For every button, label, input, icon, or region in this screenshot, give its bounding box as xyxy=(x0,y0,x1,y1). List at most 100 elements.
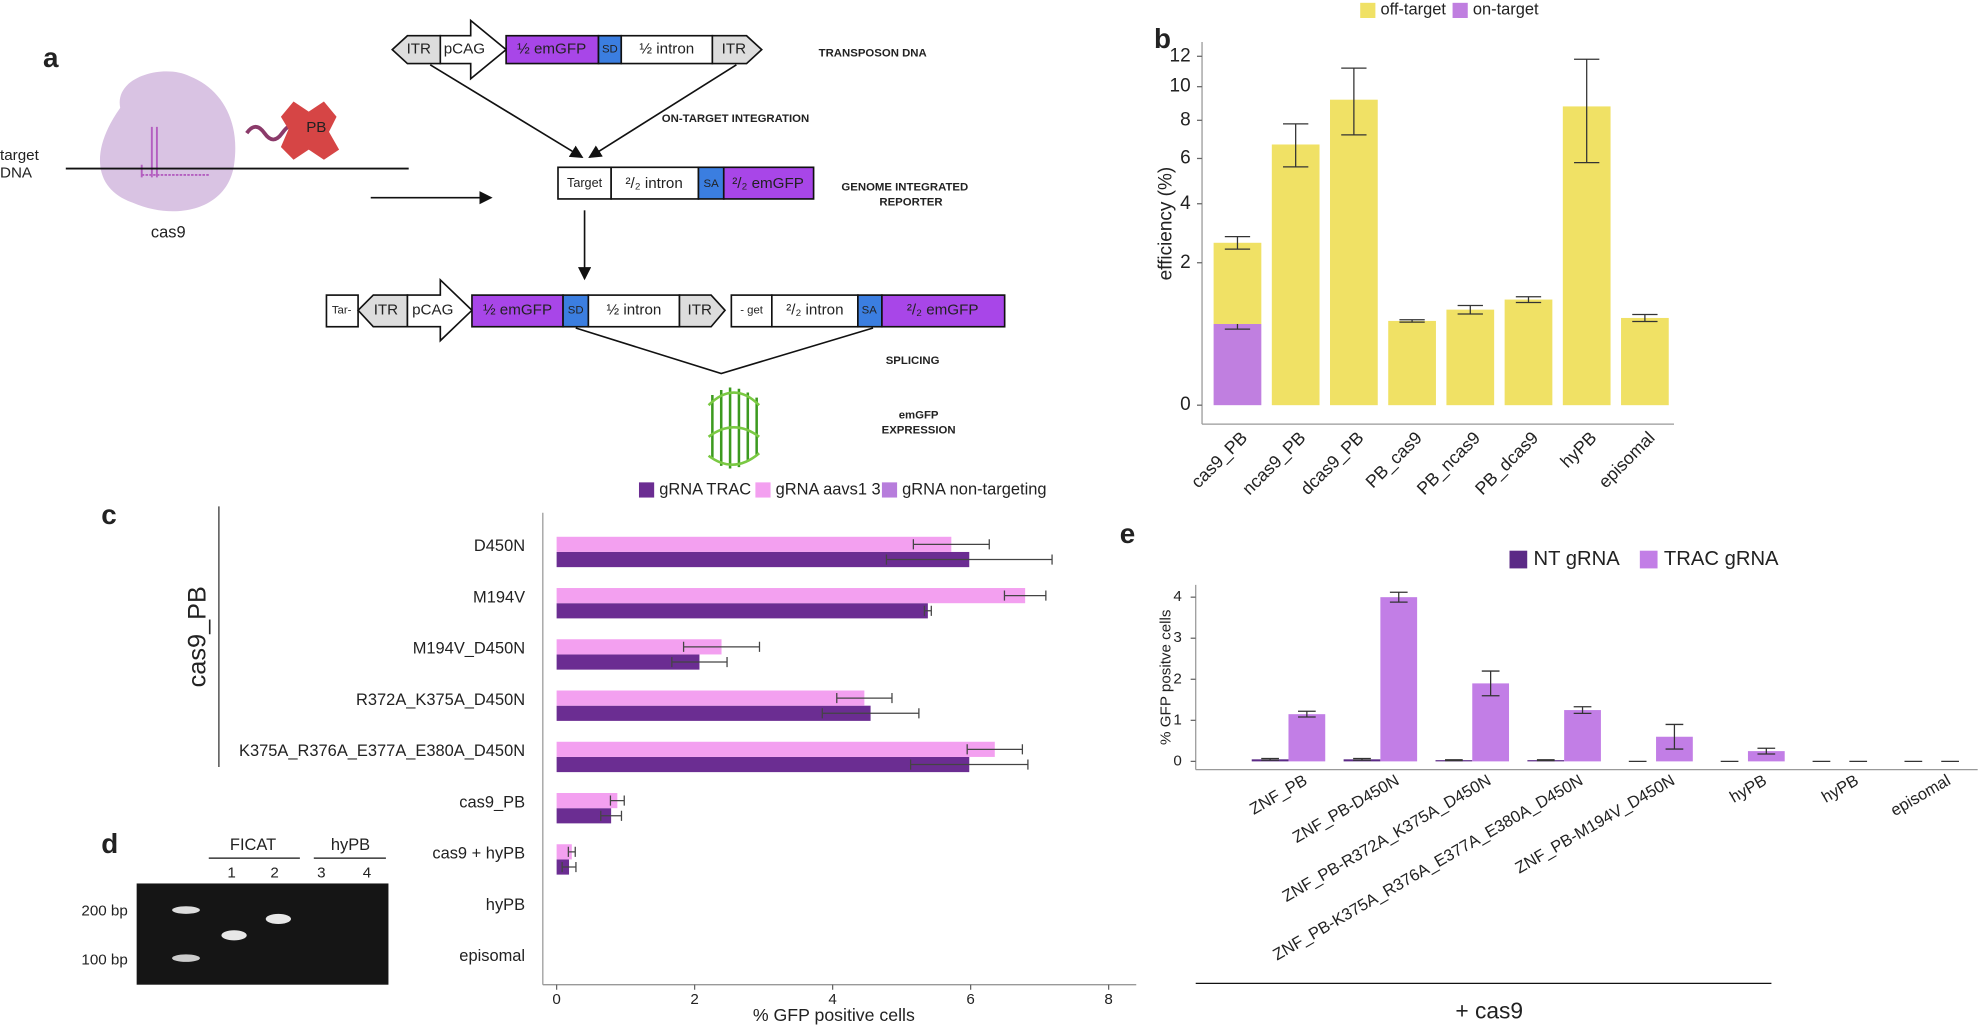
error-bar xyxy=(923,605,932,616)
x-label-group: dcas9_PB xyxy=(1296,428,1368,500)
error-bar xyxy=(682,641,761,652)
y-tick-label: 2 xyxy=(1180,252,1191,273)
legend-label: gRNA aavs1 3 xyxy=(776,480,881,498)
error-bar xyxy=(1457,304,1483,315)
bar xyxy=(1271,144,1320,406)
arrow xyxy=(588,64,737,159)
step-label: SPLICING xyxy=(886,355,940,367)
error-bar xyxy=(966,744,1024,755)
x-tick-label: 6 xyxy=(966,991,974,1008)
part-label: ½ emGFP xyxy=(483,301,552,318)
y-tick-label: 6 xyxy=(1180,147,1191,168)
x-label-group: ZNF_PB xyxy=(1247,771,1311,818)
y-tick-label: cas9 + hyPB xyxy=(432,845,525,863)
promoter xyxy=(406,277,474,343)
gel-image xyxy=(136,883,389,985)
legend-swatch xyxy=(1509,550,1528,569)
x-label-group: ZNF_PB-M194V_D450N xyxy=(1512,771,1678,877)
part-label: ITR xyxy=(722,41,746,58)
itr xyxy=(711,34,763,65)
bar xyxy=(1621,317,1669,406)
band xyxy=(172,954,200,962)
error-bar xyxy=(1399,319,1425,323)
error-bar xyxy=(1573,706,1592,714)
bar xyxy=(1380,597,1418,762)
error-bar xyxy=(1574,58,1600,164)
error-bar xyxy=(1536,759,1555,762)
part-label: SA xyxy=(704,178,720,190)
part-label: ITR xyxy=(407,41,431,58)
legend-swatch xyxy=(1639,550,1658,569)
bar xyxy=(556,808,612,824)
intron xyxy=(610,166,700,200)
bar xyxy=(556,639,722,655)
intron xyxy=(587,294,681,328)
x-tick-label: ZNF_PB xyxy=(1247,771,1311,818)
bar xyxy=(1288,714,1326,762)
panel-label: c xyxy=(101,499,116,530)
x-tick-label: 0 xyxy=(552,991,560,1008)
x-tick-label: episomal xyxy=(1888,771,1954,819)
step-label: TRANSPOSON DNA xyxy=(819,47,927,59)
error-bar xyxy=(1445,759,1463,762)
diagram: PB target DNA cas9 ITR pCAG ½ emGFP SD ½… xyxy=(0,18,1006,469)
x-tick-label: 4 xyxy=(828,991,836,1008)
part-label: SD xyxy=(568,304,584,316)
legend-label: on-target xyxy=(1473,1,1539,19)
y-tick-label: hyPB xyxy=(486,896,525,914)
y-tick-label: 4 xyxy=(1180,193,1191,214)
y-label-group: efficiency (%) xyxy=(1156,167,1177,280)
y-tick-label: cas9_PB xyxy=(459,793,525,811)
error-bar xyxy=(1353,757,1371,761)
x-tick-label: hyPB xyxy=(1556,428,1600,472)
step-label: REPORTER xyxy=(879,197,942,209)
band xyxy=(265,913,292,924)
step-label: GENOME INTEGRATED xyxy=(841,182,968,194)
error-bar xyxy=(1298,710,1316,718)
bar xyxy=(556,756,970,773)
gfp-half xyxy=(722,166,815,200)
sd xyxy=(562,294,590,328)
x-tick-label: hyPB xyxy=(1819,771,1862,806)
part-label: ITR xyxy=(687,301,711,318)
part-label: ½ emGFP xyxy=(517,41,586,58)
x-label-group: PB_dcas9 xyxy=(1471,428,1543,500)
part-label: ²/₂ emGFP xyxy=(732,175,804,192)
bar xyxy=(556,536,952,552)
error-bar xyxy=(1261,757,1279,761)
group-label: cas9_PB xyxy=(183,586,211,687)
legend-swatch xyxy=(1360,2,1376,19)
itr xyxy=(678,294,727,328)
promoter xyxy=(439,18,508,81)
legend-label: NT gRNA xyxy=(1534,548,1621,570)
bar xyxy=(1747,751,1785,762)
panel-label: b xyxy=(1154,23,1171,54)
y-axis-label: efficiency (%) xyxy=(1156,167,1177,280)
error-bar xyxy=(1389,591,1408,603)
panel-label: e xyxy=(1120,518,1135,549)
error-bar xyxy=(567,846,576,857)
panel-label: a xyxy=(43,42,59,73)
y-tick-label: 12 xyxy=(1170,45,1191,66)
bar xyxy=(556,705,871,721)
bar xyxy=(1564,710,1601,762)
dna-label: DNA xyxy=(0,165,33,182)
error-bar xyxy=(671,656,728,668)
gfp-half xyxy=(881,294,1006,328)
bar xyxy=(556,654,700,670)
legend-swatch xyxy=(638,482,655,498)
part-label: - get xyxy=(740,304,764,316)
pb-label: PB xyxy=(306,119,326,136)
error-bar xyxy=(600,810,623,821)
cas9-label: cas9 xyxy=(151,223,186,241)
bar xyxy=(556,588,1026,604)
y-tick-label: M194V xyxy=(473,588,525,606)
error-bar xyxy=(1481,670,1500,697)
bar xyxy=(1213,323,1262,406)
bar xyxy=(556,603,928,619)
step-label: ON-TARGET INTEGRATION xyxy=(662,113,809,125)
bar xyxy=(556,690,865,706)
x-tick-label: dcas9_PB xyxy=(1296,428,1368,500)
dna-label: target xyxy=(0,147,40,164)
